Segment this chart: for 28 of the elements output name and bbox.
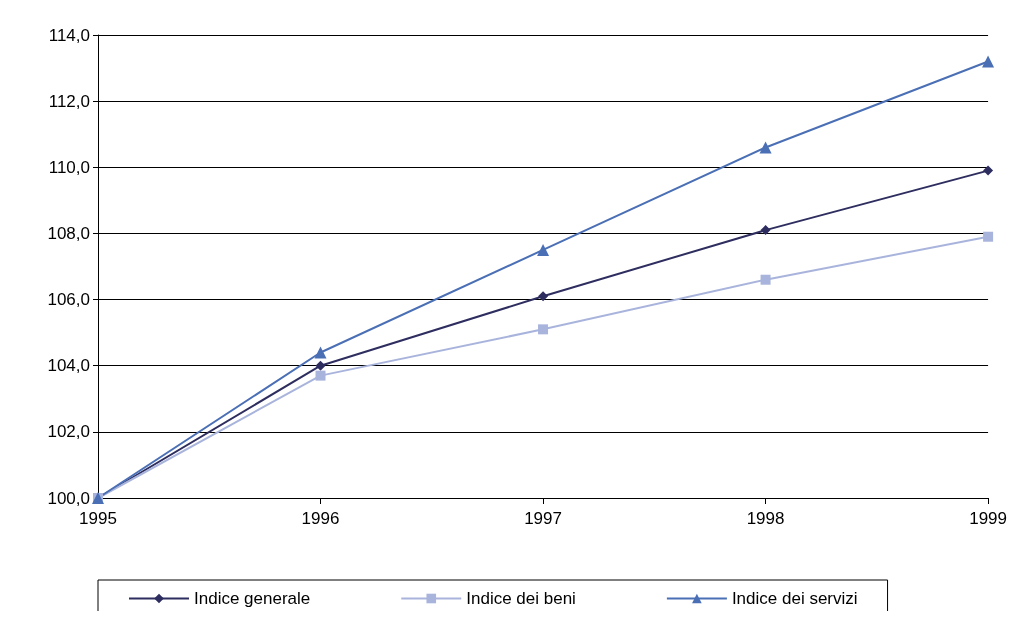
point	[538, 324, 549, 335]
y-tick-label: 112,0	[48, 91, 90, 111]
x-tick-label: 1997	[524, 509, 562, 528]
point	[314, 346, 327, 359]
y-tick-label: 102,0	[47, 422, 90, 442]
point	[759, 141, 772, 154]
x-tick-label: 1998	[746, 509, 785, 528]
y-tick-label: 108,0	[47, 223, 90, 243]
point	[760, 225, 771, 236]
point	[538, 291, 549, 302]
legend-label: Indice generale	[194, 589, 311, 608]
y-tick-label: 106,0	[47, 290, 90, 310]
y-tick-label: 110,0	[48, 157, 90, 177]
y-tick-label: 104,0	[47, 356, 90, 376]
point	[982, 55, 995, 68]
x-tick-label: 1996	[301, 509, 340, 528]
legend-label: Indice dei servizi	[731, 589, 858, 608]
y-tick-label: 100,0	[47, 488, 90, 508]
point	[983, 165, 994, 176]
point	[760, 274, 771, 285]
x-tick-label: 1995	[79, 509, 117, 528]
point	[983, 231, 994, 242]
y-tick-label: 114,0	[48, 25, 90, 45]
point	[315, 370, 326, 381]
x-tick-label: 1999	[969, 509, 1007, 528]
point	[537, 243, 550, 256]
point	[315, 360, 326, 371]
legend-label: Indice dei beni	[466, 589, 576, 608]
